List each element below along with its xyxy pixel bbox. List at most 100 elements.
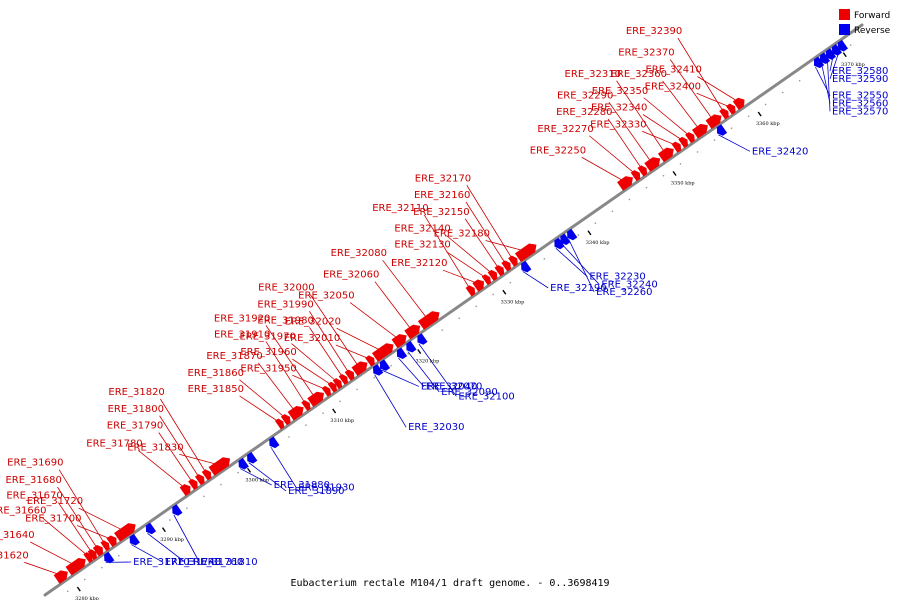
axis-ruler-dot [543, 258, 546, 260]
forward-gene-leader [265, 325, 315, 398]
forward-gene-label: ERE_32150 [413, 207, 469, 218]
axis-ruler-dot [696, 151, 699, 153]
reverse-gene-label: ERE_32040 [421, 381, 477, 392]
axis-ruler-dot [339, 400, 341, 403]
reverse-gene-leader [374, 374, 407, 428]
axis-tick-mark [757, 111, 762, 117]
forward-gene [494, 265, 505, 277]
legend-reverse-swatch [839, 24, 850, 35]
forward-gene [391, 334, 407, 349]
forward-gene [417, 311, 440, 330]
reverse-gene [837, 39, 848, 52]
forward-gene [481, 274, 492, 286]
axis-tick-mark [672, 171, 677, 176]
forward-gene-leader [58, 502, 93, 553]
forward-gene-leader [309, 294, 359, 367]
forward-gene-label: ERE_31990 [257, 299, 313, 310]
axis-ruler-dot [83, 578, 86, 581]
reverse-gene-leader [718, 134, 751, 152]
axis-ruler-dot [679, 163, 682, 165]
reverse-gene-label: ERE_32560 [832, 98, 888, 109]
forward-gene-leader [78, 507, 124, 531]
forward-gene [472, 279, 484, 292]
forward-gene-label: ERE_32280 [556, 107, 612, 118]
forward-gene-leader [466, 185, 513, 260]
forward-gene [208, 457, 231, 476]
forward-gene [287, 405, 304, 421]
reverse-gene-label: ERE_31880 [274, 480, 330, 491]
forward-gene [732, 97, 745, 111]
axis-tick-label: 3280 kbp [75, 596, 99, 600]
axis-tick-mark [587, 230, 592, 236]
forward-gene [501, 260, 512, 272]
axis-ruler-dot [475, 305, 478, 308]
legend: Forward Reverse [839, 9, 891, 36]
reverse-gene [554, 237, 565, 250]
forward-gene-label: ERE_32310 [565, 69, 621, 80]
forward-gene [280, 414, 291, 426]
reverse-gene-leader [240, 468, 272, 486]
forward-gene [508, 255, 518, 267]
reverse-gene-label: ERE_32230 [589, 272, 645, 283]
forward-gene-label: ERE_32340 [591, 103, 647, 114]
reverse-gene [238, 457, 249, 470]
axis-tick-label: 3370 kbp [841, 62, 865, 68]
axis-ruler-dot [611, 210, 614, 213]
forward-gene-leader [335, 344, 370, 360]
reverse-gene-label: ERE_32190 [550, 283, 606, 294]
forward-gene-leader [607, 118, 643, 170]
axis-ruler-dot [628, 198, 631, 201]
forward-gene [307, 391, 325, 407]
forward-gene-label: ERE_32050 [298, 291, 354, 302]
forward-gene [365, 355, 375, 367]
forward-gene-leader [465, 201, 506, 265]
forward-gene-label: ERE_32020 [285, 316, 341, 327]
reverse-gene [831, 44, 843, 56]
axis-ruler-dot [220, 483, 222, 486]
axis-ruler-dot [441, 329, 444, 331]
forward-gene [87, 549, 98, 561]
reverse-gene-label: ERE_32580 [832, 66, 888, 77]
axis-ruler-dot [798, 79, 801, 82]
forward-gene-leader [662, 80, 700, 130]
forward-gene-leader [258, 362, 296, 412]
forward-gene-label: ERE_31720 [27, 496, 83, 507]
forward-gene-leader [374, 281, 412, 330]
reverse-gene [567, 228, 578, 241]
reverse-gene-label: ERE_31810 [201, 557, 257, 568]
reverse-gene [379, 359, 391, 371]
reverse-gene-leader [381, 369, 420, 387]
reverse-gene-leader [147, 532, 186, 563]
reverse-gene-leader [270, 446, 297, 488]
axis-ruler-dot [407, 353, 409, 355]
forward-gene-leader [292, 358, 332, 386]
forward-gene-leader [41, 517, 88, 556]
forward-gene-label: ERE_32120 [391, 258, 447, 269]
forward-gene-label: ERE_32270 [537, 124, 593, 135]
reverse-gene-label: ERE_32090 [441, 387, 497, 398]
forward-gene-leader [158, 432, 193, 483]
forward-gene-leader [58, 469, 105, 544]
forward-gene-leader [160, 398, 207, 474]
forward-gene-leader [239, 395, 280, 423]
reverse-gene-label: ERE_32070 [426, 382, 482, 393]
axis-ruler-dot [356, 388, 358, 391]
reverse-gene [104, 551, 115, 564]
axis-ruler-dot [305, 424, 307, 426]
forward-gene [404, 324, 421, 340]
forward-gene-label: ERE_32010 [284, 333, 340, 344]
axis-tick-mark [417, 349, 422, 355]
forward-gene-label: ERE_31800 [108, 404, 164, 415]
forward-gene [194, 474, 205, 486]
reverse-gene-leader [418, 343, 457, 397]
forward-gene-leader [642, 114, 683, 141]
axis-tick-mark [502, 289, 507, 295]
reverse-gene-leader [522, 271, 549, 289]
reverse-gene-leader [131, 544, 163, 563]
forward-gene-label: ERE_31680 [5, 475, 61, 486]
axis-ruler-dot [713, 139, 716, 141]
forward-gene [685, 132, 695, 144]
legend-forward-label: Forward [854, 11, 890, 21]
forward-gene-label: ERE_32370 [618, 48, 674, 59]
reverse-gene [269, 436, 280, 449]
